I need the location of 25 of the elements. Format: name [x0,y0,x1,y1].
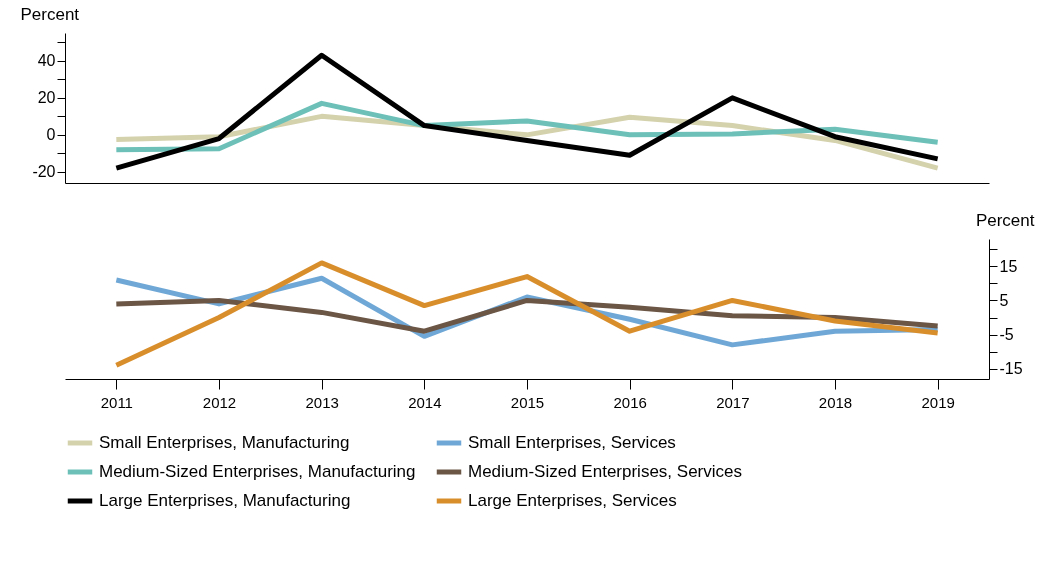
y-tick-label: 0 [46,126,56,144]
legend-label: Large Enterprises, Manufacturing [99,491,351,510]
y-tick-label: 5 [999,291,1009,309]
legend-label: Large Enterprises, Services [468,491,677,510]
y-axis-title: Percent [975,210,1035,230]
x-tick-label: 2015 [510,393,545,411]
x-tick-label: 2017 [716,393,750,411]
legend-label: Small Enterprises, Services [468,433,676,452]
legend-label: Small Enterprises, Manufacturing [99,433,350,452]
x-tick-label: 2019 [921,393,955,411]
x-tick-label: 2018 [818,393,853,411]
legend-label: Medium-Sized Enterprises, Manufacturing [99,462,416,481]
y-tick-label: 40 [37,52,56,70]
x-tick-label: 2011 [100,393,133,411]
x-tick-label: 2012 [202,393,237,411]
y-tick-label: -5 [999,326,1014,344]
y-tick-label: 20 [37,89,56,107]
x-tick-label: 2013 [305,393,339,411]
x-tick-label: 2016 [613,393,647,411]
y-tick-label: -20 [32,163,56,181]
x-tick-label: 2014 [408,393,442,411]
y-axis-title: Percent [20,4,80,24]
y-tick-label: 15 [999,257,1018,275]
y-tick-label: -15 [999,360,1023,378]
legend-label: Medium-Sized Enterprises, Services [468,462,742,481]
